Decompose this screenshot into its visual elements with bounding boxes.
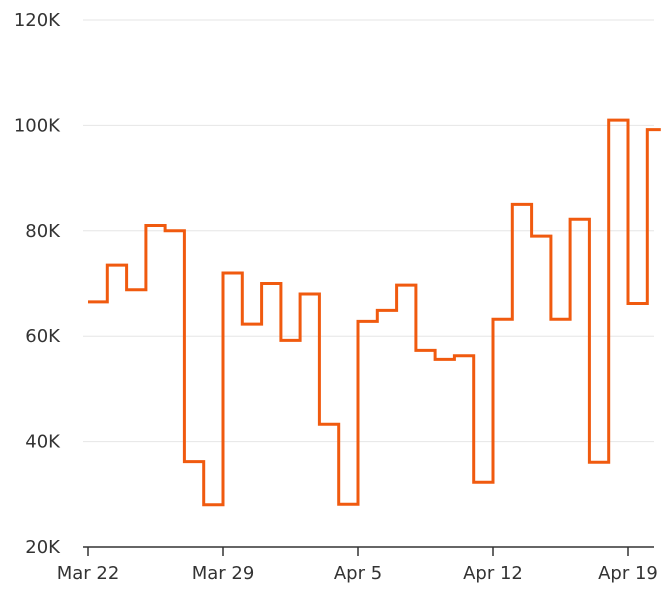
x-axis bbox=[83, 546, 654, 556]
x-tick-label: Apr 19 bbox=[598, 563, 658, 584]
y-tick-label: 40K bbox=[25, 432, 61, 453]
y-tick-label: 100K bbox=[14, 115, 61, 136]
y-tick-label: 80K bbox=[25, 221, 61, 242]
x-tick-label: Mar 22 bbox=[57, 563, 120, 584]
x-tick-label: Mar 29 bbox=[192, 563, 255, 584]
y-tick-label: 60K bbox=[25, 326, 61, 347]
x-axis-labels: Mar 22 Mar 29 Apr 5 Apr 12 Apr 19 bbox=[57, 563, 658, 584]
x-tick-label: Apr 12 bbox=[463, 563, 523, 584]
series-group bbox=[88, 118, 661, 507]
x-tick-label: Apr 5 bbox=[334, 563, 382, 584]
series-line bbox=[88, 118, 661, 507]
y-tick-label: 120K bbox=[14, 10, 61, 31]
y-axis-labels: 20K 40K 60K 80K 100K 120K bbox=[14, 10, 61, 558]
y-tick-label: 20K bbox=[25, 537, 61, 558]
